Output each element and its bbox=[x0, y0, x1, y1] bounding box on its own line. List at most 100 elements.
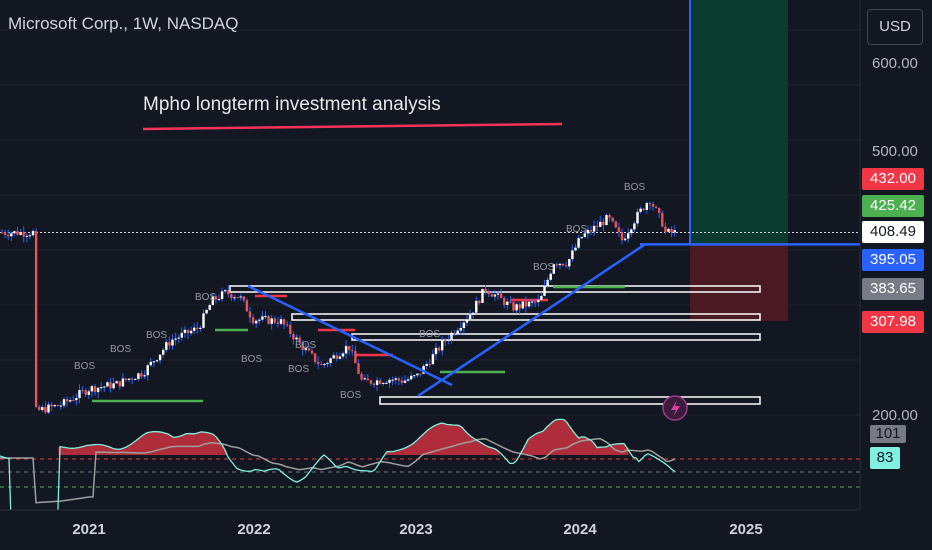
candle bbox=[62, 399, 66, 406]
lightning-icon bbox=[671, 400, 680, 417]
candle bbox=[496, 293, 500, 295]
candle bbox=[654, 206, 658, 208]
candle bbox=[648, 203, 652, 205]
bos-label: BOS bbox=[419, 329, 440, 340]
candle bbox=[273, 318, 276, 323]
rsi-tag: 83 bbox=[870, 447, 900, 469]
candle bbox=[537, 299, 540, 303]
candle bbox=[143, 375, 146, 377]
bos-label: BOS bbox=[74, 361, 95, 372]
candle bbox=[149, 361, 152, 366]
candle bbox=[459, 328, 462, 331]
candle bbox=[16, 231, 19, 235]
candle bbox=[100, 387, 103, 389]
candle bbox=[44, 407, 47, 413]
candle bbox=[667, 228, 670, 232]
uptrend-line[interactable] bbox=[417, 243, 645, 398]
candle bbox=[571, 250, 574, 260]
candle bbox=[131, 378, 134, 380]
candle bbox=[543, 286, 546, 296]
candle bbox=[186, 329, 190, 334]
candle bbox=[199, 327, 202, 329]
candle bbox=[332, 355, 335, 359]
candle bbox=[146, 365, 149, 376]
candle bbox=[162, 349, 165, 355]
candle bbox=[270, 318, 273, 324]
candle bbox=[524, 301, 528, 307]
candle bbox=[512, 302, 515, 311]
candle bbox=[137, 373, 140, 379]
candle bbox=[506, 301, 509, 306]
note-underline[interactable] bbox=[142, 122, 563, 131]
candle bbox=[369, 380, 373, 384]
candle bbox=[348, 345, 351, 350]
candle bbox=[636, 211, 639, 224]
candle bbox=[549, 273, 552, 280]
candle bbox=[391, 379, 394, 381]
candle bbox=[220, 291, 224, 300]
candle bbox=[248, 311, 252, 318]
candle bbox=[211, 296, 214, 306]
candle bbox=[546, 279, 549, 287]
candle bbox=[555, 264, 559, 266]
candle bbox=[56, 405, 59, 407]
bos-label: BOS bbox=[566, 224, 587, 235]
stop-zone bbox=[690, 244, 788, 321]
symbol-title[interactable]: Microsoft Corp., 1W, NASDAQ bbox=[8, 14, 239, 33]
candle bbox=[118, 381, 121, 387]
candle bbox=[410, 375, 413, 380]
candle bbox=[25, 235, 28, 237]
candle bbox=[183, 329, 187, 333]
candle bbox=[642, 208, 645, 210]
candle bbox=[354, 351, 357, 364]
candle bbox=[521, 301, 524, 309]
candle bbox=[608, 215, 611, 218]
candle bbox=[382, 382, 385, 384]
candle bbox=[239, 296, 242, 298]
candle bbox=[503, 298, 506, 306]
candle bbox=[286, 324, 289, 326]
candle bbox=[174, 338, 177, 340]
candle bbox=[124, 378, 128, 381]
rsi-ma-line[interactable] bbox=[0, 437, 676, 504]
downtrend-line[interactable] bbox=[247, 284, 453, 387]
candle bbox=[596, 225, 599, 227]
candle bbox=[388, 379, 391, 383]
candle bbox=[19, 231, 22, 235]
candle bbox=[434, 347, 438, 355]
candle bbox=[140, 373, 143, 377]
rsi-line[interactable] bbox=[0, 418, 676, 550]
currency-button[interactable]: USD bbox=[867, 9, 923, 45]
candle bbox=[304, 348, 307, 351]
candle bbox=[13, 231, 16, 234]
x-tick-label: 2025 bbox=[729, 521, 763, 538]
y-tick-label: 200.00 bbox=[872, 407, 918, 424]
candle bbox=[335, 355, 338, 359]
candle bbox=[627, 233, 630, 239]
candle bbox=[301, 342, 304, 351]
candle bbox=[437, 347, 441, 351]
price-tag-last: 408.49 bbox=[862, 221, 924, 243]
candle bbox=[509, 301, 512, 303]
candle bbox=[487, 290, 490, 295]
candle bbox=[468, 314, 472, 320]
candle bbox=[28, 235, 32, 237]
candle bbox=[180, 332, 183, 338]
candle bbox=[261, 316, 264, 320]
bos-label: BOS bbox=[295, 340, 316, 351]
candle bbox=[530, 301, 534, 303]
candle bbox=[651, 204, 655, 207]
candle bbox=[50, 404, 53, 407]
candle bbox=[465, 319, 469, 323]
candle bbox=[425, 363, 428, 366]
candle bbox=[447, 339, 450, 341]
x-tick-label: 2021 bbox=[72, 521, 106, 538]
candle bbox=[444, 340, 447, 342]
candle bbox=[313, 353, 317, 363]
candle bbox=[189, 330, 193, 334]
candle bbox=[580, 237, 583, 239]
candle bbox=[227, 290, 230, 295]
candle bbox=[664, 226, 667, 232]
